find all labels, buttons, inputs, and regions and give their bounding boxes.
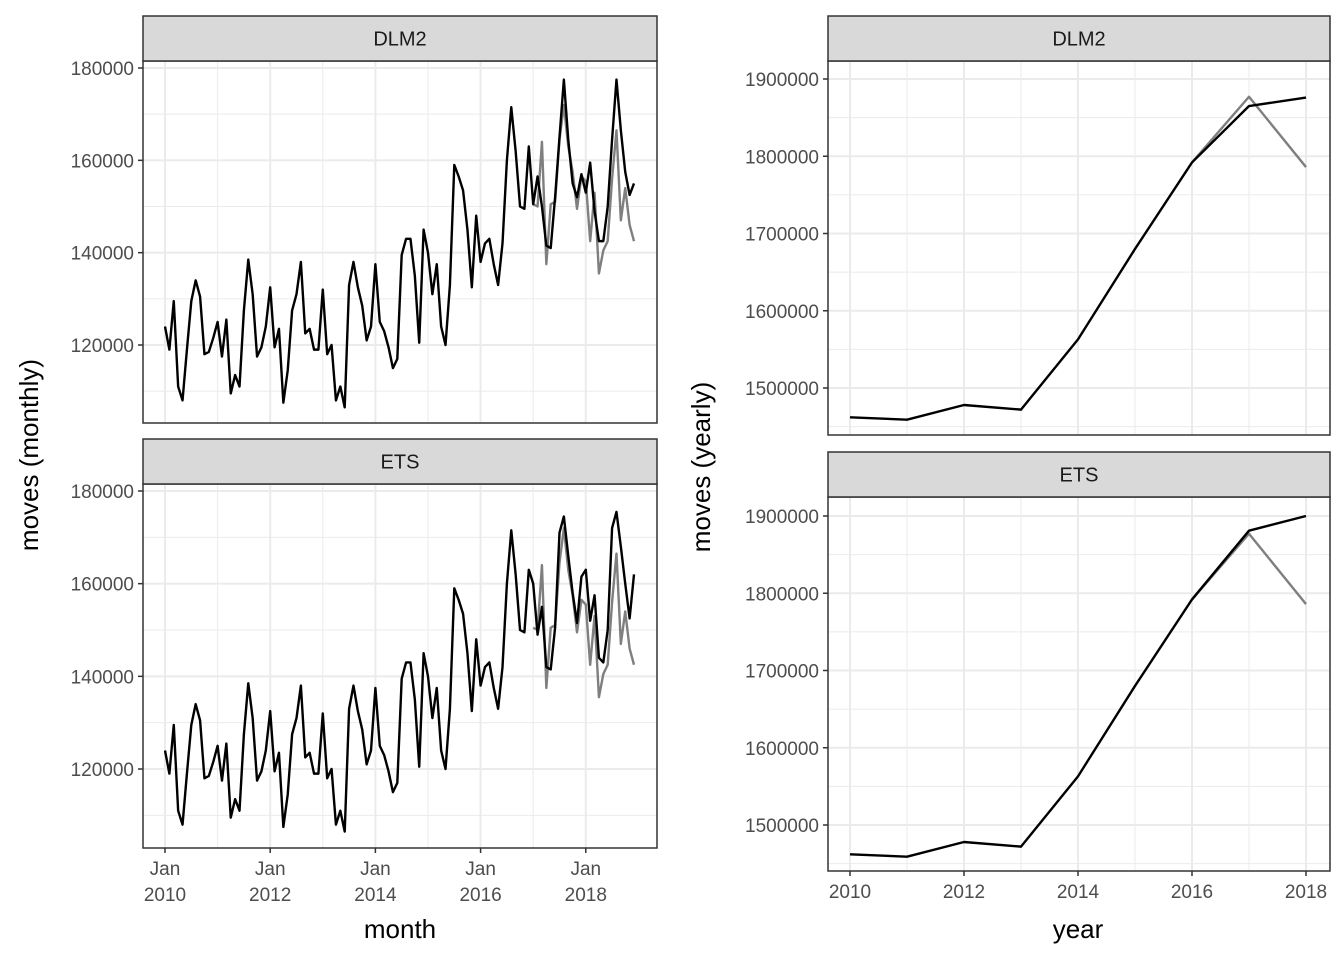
y-tick-label: 1900000 (745, 70, 819, 91)
x-tick-label: Jan (255, 859, 286, 880)
y-tick-label: 1600000 (745, 302, 819, 323)
facet-strip (827, 451, 1331, 498)
panel-background (143, 61, 657, 423)
y-tick-label: 1700000 (745, 225, 819, 246)
y-tick-label: 1500000 (745, 816, 819, 837)
y-tick-label: 120000 (71, 336, 134, 357)
left-y-axis-label: moves (monthly) (14, 359, 44, 551)
x-tick-label: 2010 (144, 885, 186, 906)
x-tick-label: 2012 (249, 885, 291, 906)
facet-strip (142, 438, 658, 485)
y-tick-label: 1800000 (745, 584, 819, 605)
chart-panels: DLM2 120000 140000 160000 180000 ETS 120000 140… (71, 15, 1331, 906)
left-x-axis-label: month (364, 914, 436, 944)
y-tick-label: 160000 (71, 575, 134, 596)
facet-strip (142, 15, 658, 62)
y-tick-label: 1900000 (745, 507, 819, 528)
facet-strip-label: ETS (381, 452, 420, 474)
y-tick-label: 180000 (71, 482, 134, 503)
series-line-observed (1191, 95, 1307, 168)
x-tick-label: 2012 (943, 882, 985, 903)
y-tick-label: 180000 (71, 59, 134, 80)
right-y-axis-label: moves (yearly) (686, 382, 716, 552)
facet-strip-label: ETS (1060, 465, 1099, 487)
x-tick-label: Jan (570, 859, 601, 880)
facet-strip-label: DLM2 (373, 29, 426, 51)
y-tick-label: 1500000 (745, 379, 819, 400)
x-tick-label: 2010 (829, 882, 871, 903)
y-tick-label: 1600000 (745, 739, 819, 760)
y-tick-label: 160000 (71, 151, 134, 172)
x-tick-label: 2016 (459, 885, 501, 906)
facet-strip-label: DLM2 (1052, 29, 1105, 51)
x-tick-label: 2018 (565, 885, 607, 906)
x-tick-label: 2014 (354, 885, 397, 906)
series-line-fitted (849, 96, 1307, 421)
panel-background (143, 484, 657, 848)
chart-panel-2-ets: ETS 120000 140000 160000 180000 Jan 2010 Jan 201… (71, 438, 658, 906)
facet-strip (827, 15, 1331, 62)
right-x-axis-label: year (1053, 914, 1104, 944)
x-tick-label: Jan (360, 859, 391, 880)
x-tick-label: Jan (465, 859, 496, 880)
y-tick-label: 120000 (71, 760, 134, 781)
series-line-fitted (849, 514, 1307, 858)
x-tick-label: 2014 (1057, 882, 1100, 903)
y-tick-label: 140000 (71, 667, 134, 688)
y-tick-label: 1800000 (745, 147, 819, 168)
x-tick-label: Jan (150, 859, 181, 880)
y-tick-label: 1700000 (745, 662, 819, 683)
x-tick-label: 2016 (1171, 882, 1213, 903)
y-tick-label: 140000 (71, 244, 134, 265)
series-line-observed (532, 526, 636, 699)
series-line-fitted (163, 78, 636, 409)
chart-panel-1-dlm2: DLM2 120000 140000 160000 180000 (71, 15, 658, 424)
chart-panel-3-dlm2: DLM2 1500000 1600000 1700000 1800000 1900000 (745, 15, 1331, 436)
series-line-fitted (163, 510, 636, 833)
chart-panel-4-ets: ETS 1500000 1600000 1700000 1800000 1900000 20… (745, 451, 1331, 903)
x-tick-label: 2018 (1285, 882, 1327, 903)
